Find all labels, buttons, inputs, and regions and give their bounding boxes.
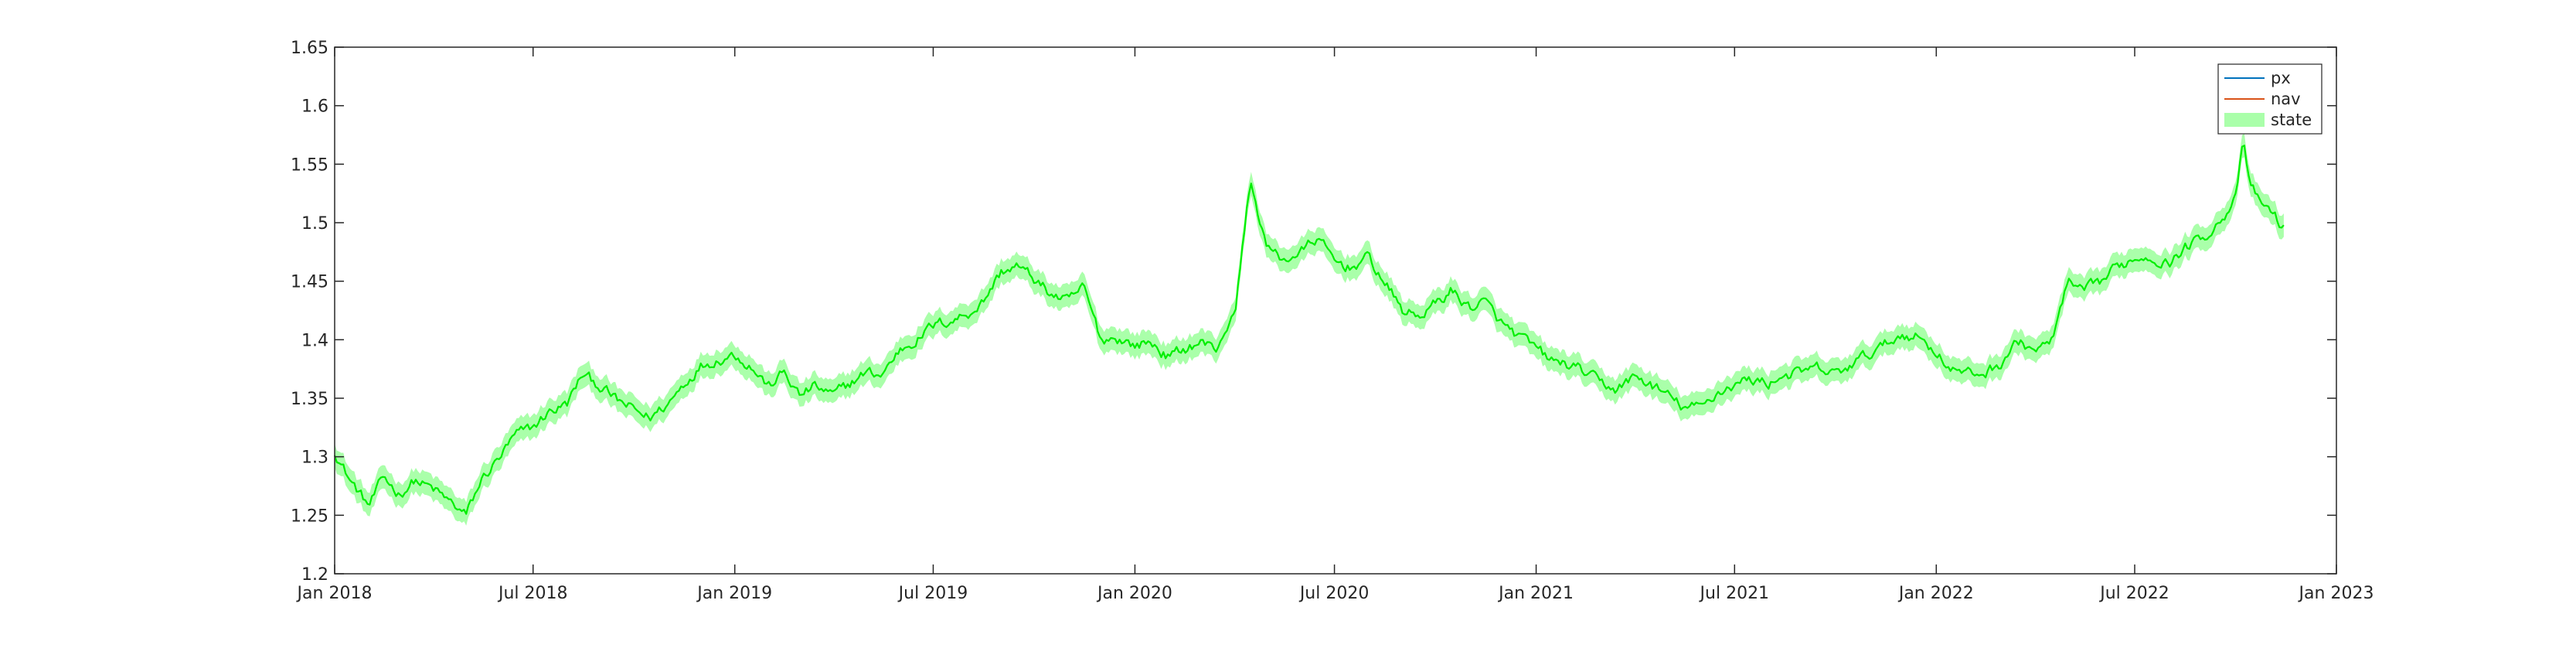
x-tick-label: Jul 2018 [497,584,568,603]
x-tick-label: Jul 2020 [1298,584,1370,603]
y-tick-label: 1.55 [291,155,328,175]
x-tick-label: Jul 2021 [1699,584,1770,603]
x-tick-label: Jan 2018 [296,584,373,603]
x-tick-label: Jan 2019 [696,584,772,603]
y-tick-label: 1.2 [301,565,328,585]
legend-label-px: px [2271,69,2291,87]
y-tick-label: 1.35 [291,390,328,409]
legend-label-state: state [2271,111,2312,129]
x-tick-label: Jul 2022 [2098,584,2169,603]
y-tick-label: 1.25 [291,506,328,526]
legend-label-nav: nav [2271,90,2301,108]
y-tick-label: 1.3 [301,448,328,468]
legend: px nav state [2218,64,2322,134]
y-tick-label: 1.4 [301,331,328,350]
y-tick-label: 1.65 [291,39,328,58]
x-tick-label: Jan 2020 [1096,584,1172,603]
x-tick-label: Jan 2023 [2298,584,2374,603]
y-tick-label: 1.6 [301,97,328,117]
y-tick-label: 1.5 [301,214,328,234]
x-tick-label: Jan 2021 [1497,584,1574,603]
x-tick-label: Jan 2022 [1897,584,1974,603]
legend-swatch-state [2224,113,2265,127]
x-tick-label: Jul 2019 [897,584,968,603]
y-tick-label: 1.45 [291,273,328,292]
